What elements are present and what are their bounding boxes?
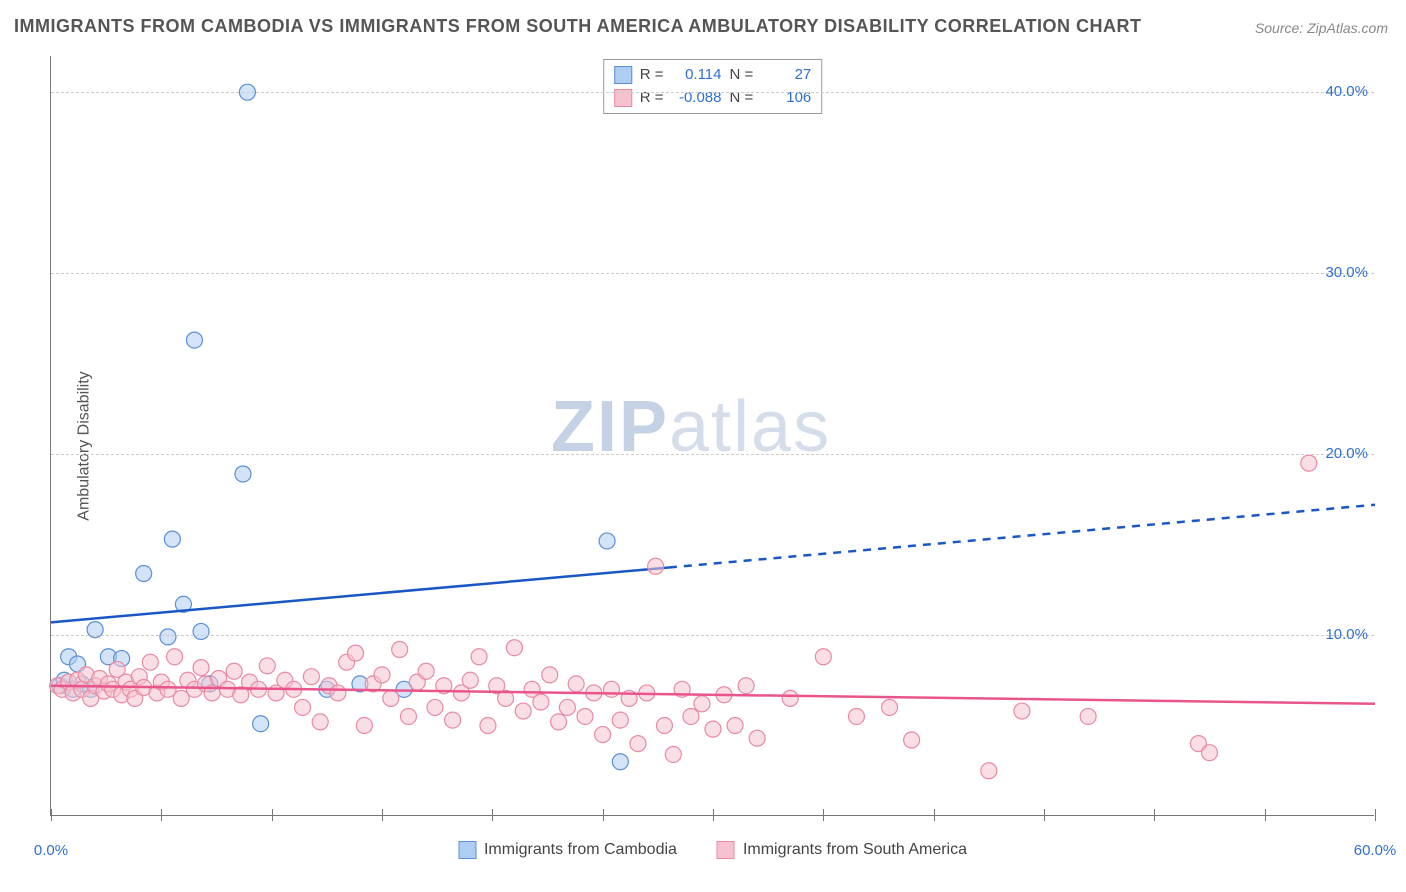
scatter-point: [612, 712, 628, 728]
scatter-point: [235, 466, 251, 482]
scatter-point: [193, 660, 209, 676]
bottom-legend-item-0: Immigrants from Cambodia: [458, 841, 677, 859]
scatter-point: [612, 754, 628, 770]
scatter-point: [471, 649, 487, 665]
scatter-point: [164, 531, 180, 547]
scatter-point: [253, 716, 269, 732]
gridline: [51, 454, 1374, 455]
scatter-point: [445, 712, 461, 728]
scatter-point: [848, 708, 864, 724]
scatter-point: [392, 642, 408, 658]
scatter-point: [568, 676, 584, 692]
scatter-point: [186, 332, 202, 348]
scatter-point: [193, 623, 209, 639]
scatter-point: [727, 718, 743, 734]
bottom-label-0: Immigrants from Cambodia: [484, 841, 677, 859]
scatter-point: [559, 699, 575, 715]
scatter-point: [981, 763, 997, 779]
scatter-point: [1301, 455, 1317, 471]
scatter-point: [418, 663, 434, 679]
scatter-point: [683, 708, 699, 724]
xtick: [1375, 809, 1376, 821]
scatter-point: [515, 703, 531, 719]
scatter-point: [462, 672, 478, 688]
ytick-label: 30.0%: [1325, 264, 1368, 281]
scatter-point: [599, 533, 615, 549]
ytick-label: 20.0%: [1325, 445, 1368, 462]
scatter-point: [142, 654, 158, 670]
trendline-dashed: [669, 505, 1375, 568]
scatter-point: [551, 714, 567, 730]
xtick-label: 0.0%: [34, 842, 68, 859]
scatter-point: [630, 736, 646, 752]
scatter-point: [815, 649, 831, 665]
scatter-point: [882, 699, 898, 715]
scatter-point: [427, 699, 443, 715]
xtick: [713, 809, 714, 821]
xtick: [51, 809, 52, 821]
scatter-point: [480, 718, 496, 734]
scatter-point: [374, 667, 390, 683]
scatter-point: [595, 727, 611, 743]
scatter-point: [738, 678, 754, 694]
scatter-point: [782, 690, 798, 706]
scatter-point: [383, 690, 399, 706]
plot-area: ZIPatlas R = 0.114 N = 27 R = -0.088 N =…: [50, 56, 1374, 816]
scatter-point: [1202, 745, 1218, 761]
xtick: [272, 809, 273, 821]
xtick: [382, 809, 383, 821]
bottom-swatch-0: [458, 841, 476, 859]
scatter-point: [295, 699, 311, 715]
ytick-label: 10.0%: [1325, 626, 1368, 643]
xtick: [1265, 809, 1266, 821]
scatter-point: [303, 669, 319, 685]
scatter-point: [356, 718, 372, 734]
plot-svg: [51, 56, 1374, 815]
source-label: Source: ZipAtlas.com: [1255, 20, 1388, 36]
scatter-point: [506, 640, 522, 656]
xtick: [492, 809, 493, 821]
scatter-point: [694, 696, 710, 712]
scatter-point: [330, 685, 346, 701]
scatter-point: [136, 566, 152, 582]
scatter-point: [348, 645, 364, 661]
bottom-legend-item-1: Immigrants from South America: [717, 841, 967, 859]
ytick-label: 40.0%: [1325, 83, 1368, 100]
scatter-point: [665, 746, 681, 762]
xtick: [161, 809, 162, 821]
scatter-point: [1014, 703, 1030, 719]
scatter-point: [533, 694, 549, 710]
scatter-point: [312, 714, 328, 730]
scatter-point: [577, 708, 593, 724]
gridline: [51, 635, 1374, 636]
scatter-point: [656, 718, 672, 734]
chart-title: IMMIGRANTS FROM CAMBODIA VS IMMIGRANTS F…: [14, 16, 1141, 37]
trendline-solid: [51, 686, 1375, 704]
xtick: [1044, 809, 1045, 821]
scatter-point: [167, 649, 183, 665]
xtick: [823, 809, 824, 821]
scatter-point: [648, 558, 664, 574]
scatter-point: [749, 730, 765, 746]
scatter-point: [705, 721, 721, 737]
gridline: [51, 92, 1374, 93]
scatter-point: [259, 658, 275, 674]
xtick: [934, 809, 935, 821]
scatter-point: [904, 732, 920, 748]
xtick: [603, 809, 604, 821]
scatter-point: [226, 663, 242, 679]
gridline: [51, 273, 1374, 274]
scatter-point: [160, 629, 176, 645]
xtick-label: 60.0%: [1354, 842, 1397, 859]
scatter-point: [603, 681, 619, 697]
scatter-point: [1080, 708, 1096, 724]
scatter-point: [400, 708, 416, 724]
chart-container: IMMIGRANTS FROM CAMBODIA VS IMMIGRANTS F…: [0, 0, 1406, 892]
bottom-label-1: Immigrants from South America: [743, 841, 967, 859]
xtick: [1154, 809, 1155, 821]
bottom-swatch-1: [717, 841, 735, 859]
bottom-legend: Immigrants from Cambodia Immigrants from…: [458, 841, 967, 859]
scatter-point: [542, 667, 558, 683]
